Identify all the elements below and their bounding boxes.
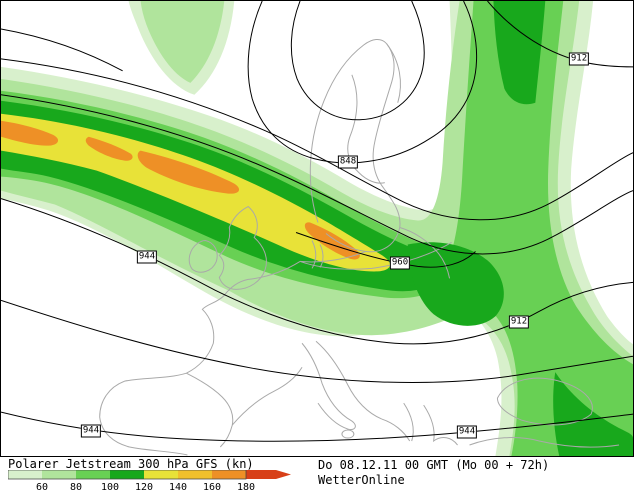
legend-swatch [110,470,144,479]
legend-swatch [42,470,76,479]
valid-datetime: Do 08.12.11 00 GMT (Mo 00 + 72h) [318,458,550,472]
brand-wetteronline: WetterOnline [318,473,405,487]
legend-color-scale: 60 80 100 120 140 160 180 [8,470,291,492]
legend-title: Polarer Jetstream 300 hPa GFS (kn) [8,457,254,471]
jetstream-map: 912 848 944 960 912 944 944 [0,0,634,457]
legend-swatch [8,470,42,479]
legend-swatch [178,470,212,479]
legend-tick-label: 60 [36,482,48,492]
jet-band-level-160 [1,120,360,260]
map-canvas [1,1,633,456]
legend-swatch [76,470,110,479]
isohypse-label: 912 [508,315,530,329]
isohypse-label: 944 [456,425,478,439]
legend-tick-label: 120 [135,482,153,492]
legend-swatch [212,470,246,479]
isohypse-label: 944 [80,424,102,438]
isohypse-label: 912 [568,52,590,66]
map-footer: Polarer Jetstream 300 hPa GFS (kn) 60 80… [0,457,634,492]
legend-border [8,470,247,480]
jet-band-level-140 [1,113,391,272]
coastlines [99,39,620,456]
legend-arrow [246,470,291,479]
legend-swatch [144,470,178,479]
legend-tick-label: 160 [203,482,221,492]
legend-tick-label: 100 [101,482,119,492]
isohypse-label: 944 [136,250,158,264]
legend-tick-label: 80 [70,482,82,492]
isohypse-label: 960 [389,256,411,270]
legend-tick-label: 180 [237,482,255,492]
legend-tick-label: 140 [169,482,187,492]
isohypse-label: 848 [337,155,359,169]
